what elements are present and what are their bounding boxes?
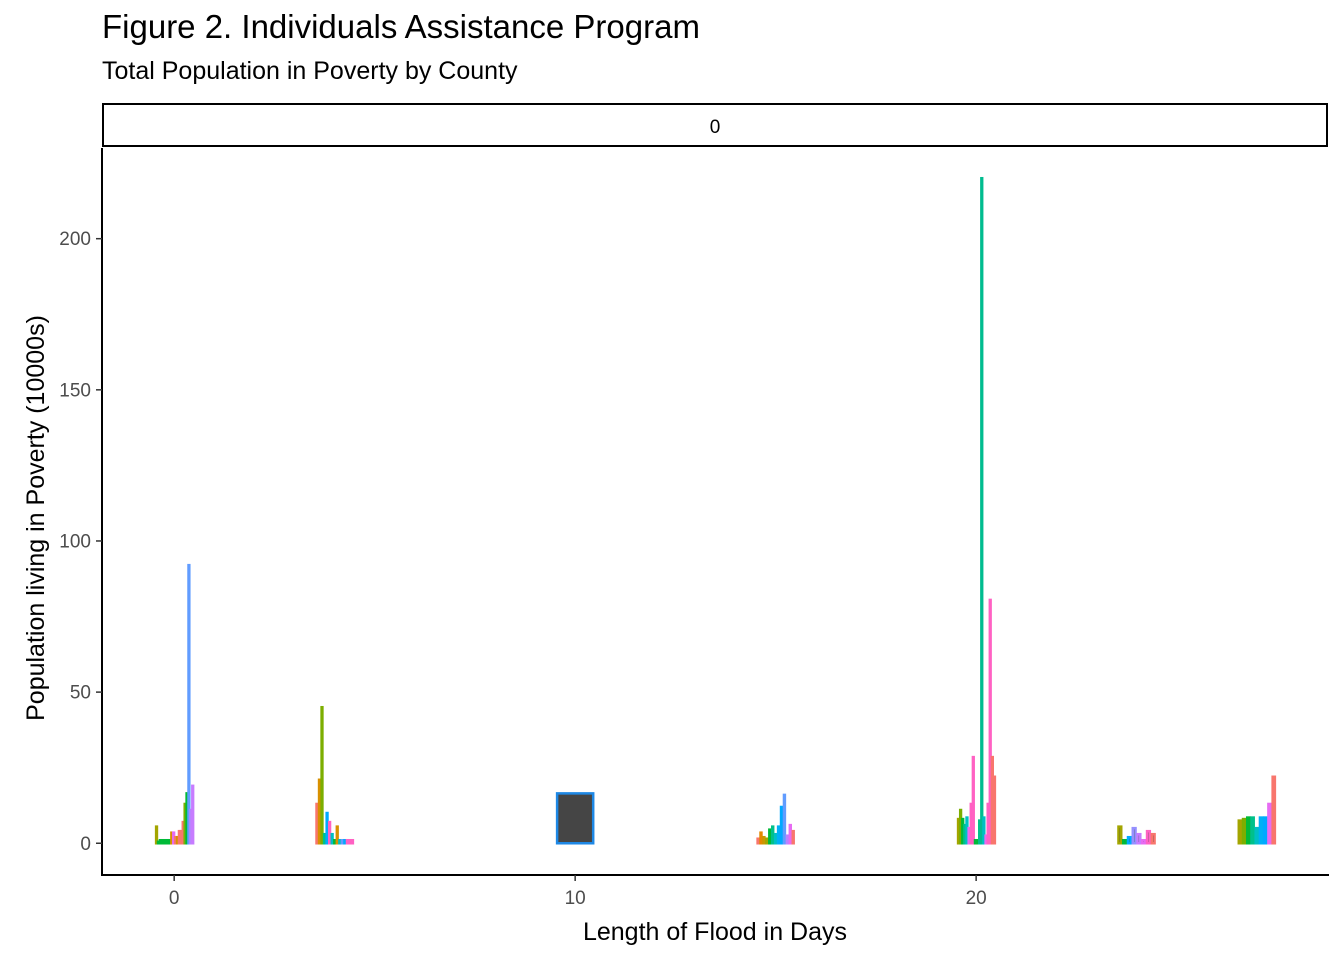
- bar: [969, 802, 973, 845]
- bar: [992, 775, 997, 845]
- x-ticks: 0 10 20: [169, 875, 987, 909]
- bar: [765, 837, 769, 845]
- facet-strip-label: 0: [710, 117, 721, 138]
- x-axis-title: Length of Flood in Days: [583, 918, 847, 946]
- x-tick-label: 10: [565, 888, 586, 909]
- bar: [1136, 832, 1142, 845]
- chart-title: Figure 2. Individuals Assistance Program: [102, 8, 700, 45]
- facet-strip: [102, 103, 1328, 147]
- y-axis-title: Population living in Poverty (10000s): [22, 315, 50, 721]
- bar: [791, 829, 795, 845]
- bar: [1241, 817, 1247, 845]
- x-tick-label: 0: [169, 888, 180, 909]
- bar: [1245, 816, 1251, 845]
- y-ticks: 0 50 100 150 200: [59, 229, 102, 855]
- bar: [963, 823, 967, 845]
- bar: [759, 831, 763, 845]
- bar: [317, 778, 322, 845]
- bar: [555, 792, 595, 845]
- bar: [191, 784, 195, 845]
- bar: [1250, 816, 1255, 845]
- bar: [187, 563, 191, 845]
- y-tick-label: 100: [59, 531, 91, 552]
- y-tick-label: 200: [59, 229, 91, 250]
- bar: [782, 793, 787, 845]
- bar: [1141, 838, 1147, 845]
- bar: [330, 832, 334, 845]
- bar: [975, 838, 980, 845]
- bar: [1145, 829, 1152, 845]
- bar: [788, 823, 793, 845]
- bar-layer: [154, 176, 1277, 845]
- bar: [325, 811, 329, 845]
- bar: [978, 819, 982, 845]
- bar: [971, 755, 975, 845]
- bar: [756, 837, 760, 845]
- bar: [771, 825, 775, 845]
- bar: [956, 817, 961, 845]
- bar: [1262, 816, 1268, 845]
- bar: [988, 598, 992, 845]
- bar: [154, 825, 159, 845]
- bar: [1150, 832, 1156, 845]
- y-tick-label: 50: [70, 683, 91, 704]
- bar: [327, 820, 332, 845]
- x-tick-label: 20: [966, 888, 987, 909]
- bar: [1258, 816, 1264, 845]
- bar: [322, 832, 327, 845]
- bar: [982, 816, 986, 845]
- bar: [773, 832, 778, 845]
- bar: [1117, 825, 1123, 845]
- bar: [315, 802, 319, 845]
- bar: [350, 838, 355, 845]
- bar: [338, 838, 342, 845]
- bar: [1126, 835, 1133, 845]
- bar: [1267, 802, 1272, 845]
- bar: [958, 808, 963, 845]
- bar: [965, 816, 969, 845]
- bar: [1237, 819, 1243, 845]
- bar: [973, 838, 978, 845]
- bar: [967, 826, 971, 845]
- bar: [779, 805, 784, 845]
- bar: [333, 838, 337, 845]
- bar: [762, 835, 766, 845]
- bar: [348, 838, 352, 845]
- y-tick-label: 0: [80, 834, 91, 855]
- bar: [776, 825, 781, 845]
- bar: [1254, 826, 1260, 845]
- bar: [345, 838, 350, 845]
- bar: [984, 834, 988, 845]
- bar: [343, 838, 347, 845]
- bar: [335, 825, 339, 845]
- chart-subtitle: Total Population in Poverty by County: [102, 57, 518, 85]
- bar: [980, 176, 984, 845]
- bar: [768, 828, 772, 845]
- bar: [961, 817, 965, 845]
- bar: [986, 802, 990, 845]
- bar: [785, 834, 790, 845]
- bar: [1131, 826, 1137, 845]
- y-tick-label: 150: [59, 380, 91, 401]
- bar: [990, 755, 995, 845]
- bar: [1121, 838, 1128, 845]
- bar: [1271, 775, 1277, 845]
- bar: [340, 838, 344, 845]
- bar: [320, 705, 324, 845]
